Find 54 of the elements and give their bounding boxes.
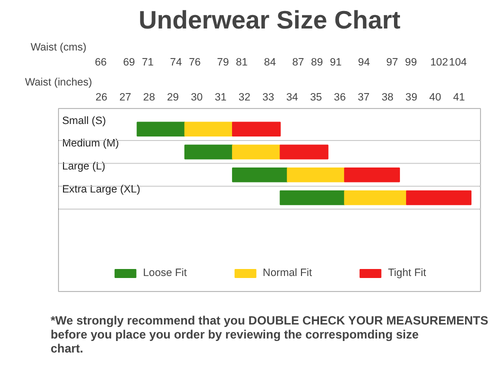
bar [184, 122, 234, 136]
x-tick-label: 40 [429, 92, 442, 104]
y-tick-label: Small (S) [62, 114, 106, 127]
x2-tick-label: 71 [142, 56, 154, 68]
x-tick-label: 41 [453, 92, 466, 104]
x-tick-label: 26 [95, 92, 108, 104]
legend-label: Tight Fit [388, 267, 426, 279]
x2-tick-label: 97 [386, 56, 398, 68]
y-tick-label: Extra Large (XL) [62, 183, 140, 196]
x-axis-title: Waist (inches) [24, 76, 92, 88]
x2-tick-label: 84 [264, 56, 276, 68]
x-tick-label: 30 [190, 92, 203, 104]
x2-tick-label: 94 [358, 56, 370, 68]
x-tick-label: 31 [214, 92, 227, 104]
x-tick-label: 28 [143, 92, 156, 104]
bar [232, 144, 281, 160]
x2-tick-label: 79 [217, 56, 229, 68]
x-tick-label: 33 [262, 92, 274, 104]
chart-title: Underwear Size Chart [138, 6, 401, 34]
x-tick-label: 37 [358, 92, 370, 104]
bar [406, 190, 472, 206]
legend-label: Loose Fit [142, 267, 187, 279]
legend-label: Normal Fit [262, 267, 312, 279]
x2-tick-label: 99 [405, 56, 417, 68]
x-tick-label: 36 [334, 92, 346, 104]
x-tick-label: 32 [238, 92, 250, 104]
x2-tick-label: 87 [292, 56, 304, 68]
bar [280, 144, 328, 160]
bar [184, 144, 234, 160]
x2-tick-label: 104 [449, 56, 467, 68]
x2-tick-label: 66 [94, 56, 107, 68]
x-tick-label: 38 [382, 92, 394, 104]
y-tick-label: Large (L) [62, 160, 106, 173]
x2-tick-label: 102 [430, 56, 448, 68]
text: *We strongly recommend that you DOUBLE CHECK YOUR MEASUREMENTS before you place you order by reviewing the correspomding size chart. [50, 314, 488, 356]
x2-tick-label: 81 [236, 56, 248, 68]
x-tick-label: 29 [167, 92, 179, 104]
x2-axis-title: Waist (cms) [30, 42, 86, 54]
bar [136, 122, 186, 136]
x2-tick-label: 76 [188, 56, 201, 68]
bar [232, 167, 288, 182]
bar [344, 167, 400, 182]
x-tick-label: 35 [310, 92, 322, 104]
x2-tick-label: 74 [170, 56, 182, 68]
x-tick-label: 34 [286, 92, 298, 104]
x2-tick-label: 69 [123, 56, 135, 68]
x-tick-label: 39 [405, 92, 418, 104]
bar [286, 167, 346, 182]
bar [280, 190, 346, 206]
x2-tick-label: 91 [330, 56, 342, 68]
x-tick-label: 27 [119, 92, 132, 104]
bar [344, 190, 408, 206]
bar [232, 122, 281, 136]
x2-tick-label: 89 [311, 56, 323, 68]
